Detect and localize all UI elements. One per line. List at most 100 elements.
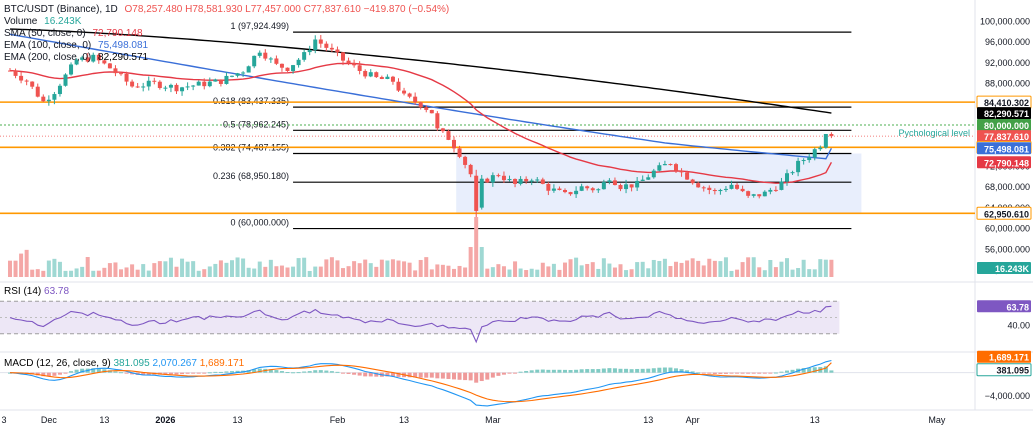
volume-bar — [52, 258, 57, 277]
macd-histogram-bar — [757, 372, 762, 374]
macd-histogram-bar — [513, 372, 518, 374]
volume-bar — [230, 260, 234, 277]
macd-histogram-bar — [279, 371, 284, 373]
candle-body — [440, 128, 445, 132]
volume-bar — [424, 257, 429, 277]
time-axis-tick: 13 — [810, 415, 820, 425]
volume-label-box — [977, 262, 1031, 274]
candle-body — [235, 73, 240, 76]
candle-body — [818, 147, 823, 150]
macd-histogram-bar — [185, 372, 190, 374]
candle-body — [590, 188, 595, 191]
rsi-axis-tick: 40.00 — [1007, 321, 1030, 331]
candle-body — [46, 99, 51, 102]
volume-bar — [790, 269, 795, 277]
volume-bar — [69, 270, 74, 277]
macd-histogram-bar — [435, 372, 440, 379]
volume-bar — [674, 261, 678, 277]
volume-legend[interactable]: Volume 16.243K — [4, 16, 82, 27]
price-label-text: 77,837.610 — [984, 132, 1029, 142]
volume-bar — [418, 259, 423, 277]
macd-histogram-bar — [768, 372, 773, 374]
candle-body — [585, 186, 590, 189]
macd-histogram-bar — [307, 371, 312, 373]
candle-body — [513, 178, 518, 184]
volume-bar — [513, 261, 518, 277]
macd-histogram-bar — [302, 371, 307, 373]
candle-body — [490, 175, 495, 183]
volume-bar — [807, 269, 812, 277]
time-axis-tick: May — [928, 415, 946, 425]
ema200-legend[interactable]: EMA (200, close, 0) 82,290.571 — [4, 52, 149, 63]
macd-histogram-bar — [274, 370, 279, 373]
volume-bar — [785, 258, 789, 277]
candle-body — [563, 190, 567, 193]
candle-body — [324, 43, 329, 48]
candle-body — [296, 59, 301, 66]
candle-body — [252, 55, 257, 67]
candle-body — [396, 81, 401, 91]
macd-legend[interactable]: MACD (12, 26, close, 9) 381.095 2,070.26… — [4, 358, 245, 369]
volume-bar — [385, 260, 390, 277]
price-label-text: 82,290.571 — [984, 109, 1029, 119]
volume-bar — [296, 258, 301, 277]
volume-bar — [779, 261, 784, 277]
volume-bar — [818, 259, 823, 277]
volume-bar — [801, 259, 806, 277]
macd-histogram-bar — [363, 372, 368, 377]
macd-histogram-bar — [801, 368, 806, 373]
candle-body — [80, 57, 85, 60]
candle-body — [224, 75, 229, 84]
macd-signal-text: 1,689.171 — [989, 353, 1029, 363]
macd-histogram-bar — [790, 369, 795, 373]
time-axis-tick: Apr — [686, 415, 700, 425]
candle-body — [313, 39, 318, 51]
candle-body — [518, 178, 523, 184]
candle-body — [501, 175, 506, 181]
candle-body — [479, 178, 484, 208]
symbol-title[interactable]: BTC/USDT (Binance), 1D — [4, 4, 118, 15]
candle-body — [74, 59, 79, 65]
price-label-box — [977, 142, 1031, 155]
volume-bar — [662, 258, 667, 277]
volume-bar — [63, 270, 68, 277]
candle-body — [180, 87, 185, 92]
candle-body — [307, 50, 312, 53]
fib-level-label: 0 (60,000.000) — [231, 218, 290, 228]
macd-histogram-bar — [335, 371, 340, 373]
macd-histogram-bar — [368, 372, 373, 377]
volume-bar — [540, 262, 545, 277]
macd-histogram-bar — [41, 372, 46, 377]
price-axis-tick: 68,000.000 — [985, 182, 1030, 192]
candle-body — [446, 131, 451, 140]
volume-bar — [729, 270, 734, 277]
candle-body — [329, 47, 334, 50]
candle-body — [52, 94, 57, 100]
macd-histogram-bar — [74, 369, 79, 373]
volume-bar — [646, 268, 651, 277]
rsi-legend[interactable]: RSI (14) 63.78 — [4, 286, 70, 297]
volume-bar — [546, 266, 551, 277]
price-label-box — [977, 107, 1031, 120]
macd-histogram-bar — [679, 369, 684, 373]
candle-body — [735, 184, 740, 189]
candle-body — [402, 90, 407, 94]
fib-level-label: 0.618 (83,437.335) — [213, 96, 289, 106]
candle-body — [607, 180, 612, 183]
price-label-box — [977, 118, 1031, 131]
volume-bar — [768, 259, 773, 277]
consolidation-zone — [456, 153, 862, 214]
volume-bar — [551, 263, 556, 277]
volume-bar — [235, 257, 240, 277]
volume-bar — [452, 268, 456, 277]
volume-bar — [624, 270, 629, 277]
volume-bar — [241, 258, 246, 277]
volume-bar — [390, 259, 395, 277]
rsi-band — [0, 301, 840, 334]
volume-bar — [413, 270, 418, 277]
macd-histogram-bar — [457, 372, 462, 380]
time-axis-tick: 13 — [643, 415, 653, 425]
sma50-legend[interactable]: SMA (50, close, 0) 72,790.148 — [4, 28, 143, 39]
ema100-legend[interactable]: EMA (100, close, 0) 75,498.081 — [4, 40, 149, 51]
